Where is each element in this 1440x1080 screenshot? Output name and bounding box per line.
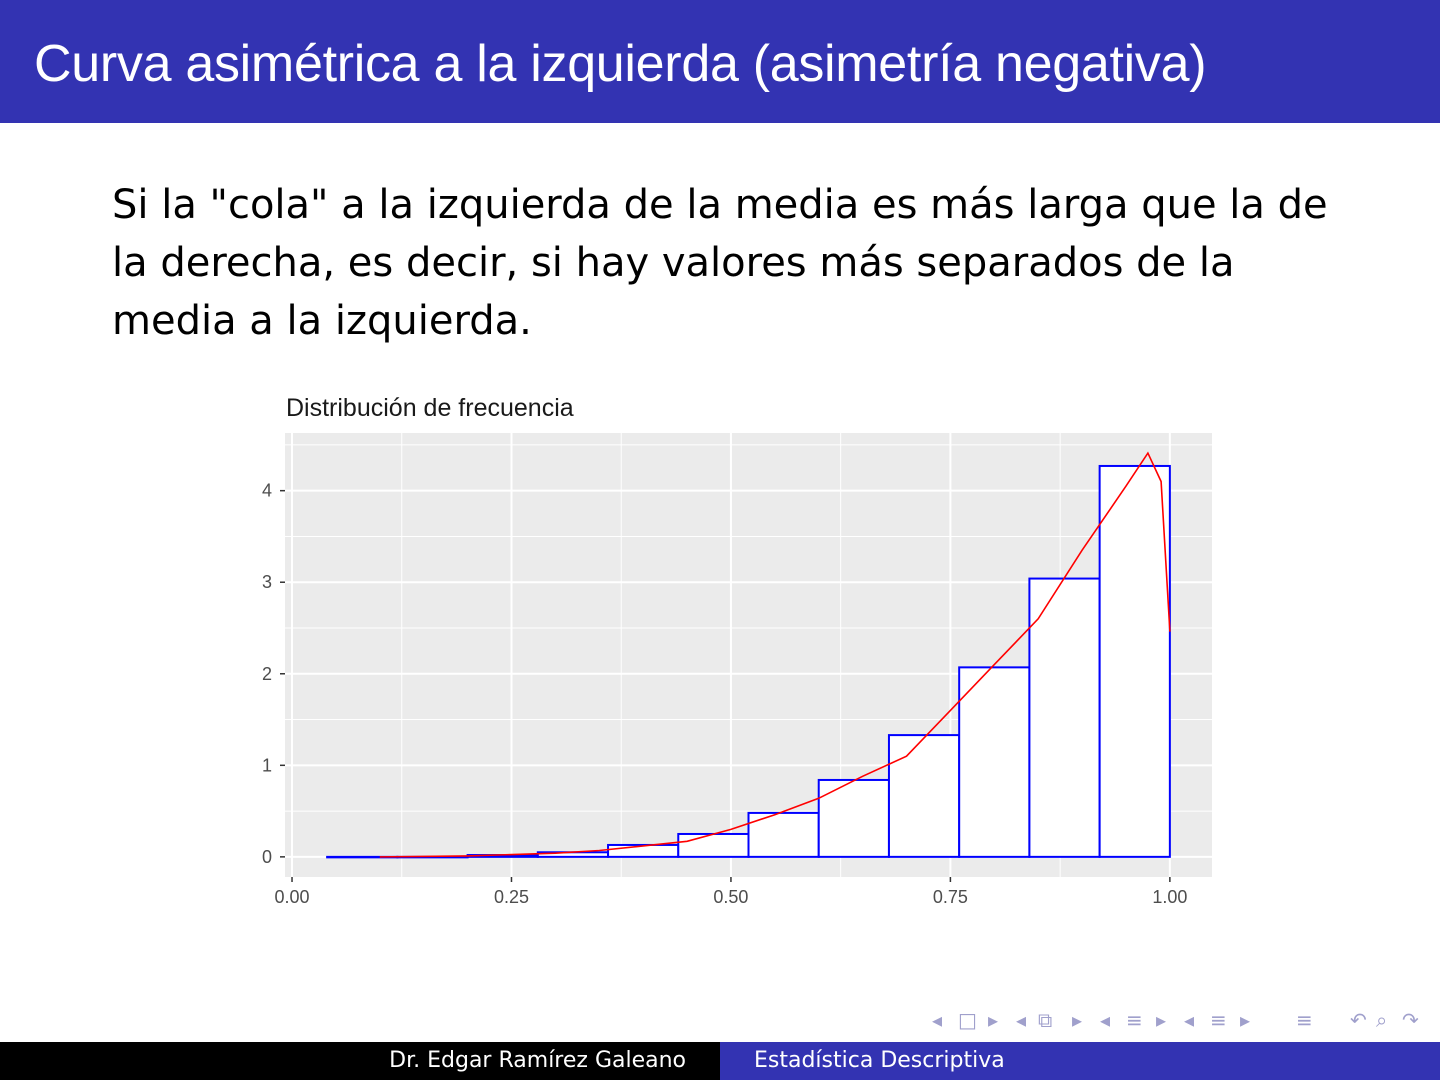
subsection-icon[interactable]: ⧉ [1038,1008,1053,1032]
arrow-right-icon[interactable]: ▸ [1072,1008,1083,1032]
y-tick-label: 1 [262,755,272,775]
x-tick-label: 0.75 [933,887,968,907]
section-icon[interactable]: ≡ [1126,1008,1143,1032]
slide-footer: Dr. Edgar Ramírez Galeano Estadística De… [0,1042,1440,1080]
histogram-bar [677,832,750,858]
histogram-bar [958,666,1031,858]
x-tick-label: 0.25 [494,887,529,907]
histogram-bar [887,734,961,858]
footer-author: Dr. Edgar Ramírez Galeano [389,1048,686,1073]
footer-course-box: Estadística Descriptiva [720,1042,1440,1080]
histogram-bar [1098,464,1171,858]
y-tick-label: 0 [262,847,272,867]
beamer-navigation: ◂ □ ▸ ◂ ⧉ ▸ ◂ ≡ ▸ ◂ ≡ ▸ ≡ ↶ ⌕ ↷ [930,1008,1430,1034]
slide-title: Curva asimétrica a la izquierda (asimetr… [34,35,1207,93]
slide-header: Curva asimétrica a la izquierda (asimetr… [0,0,1440,123]
arrow-left-icon[interactable]: ◂ [932,1008,943,1032]
histogram-bar [1028,577,1101,858]
arrow-right-icon[interactable]: ▸ [1156,1008,1167,1032]
search-icon[interactable]: ⌕ [1376,1008,1388,1032]
undo-icon[interactable]: ↶ [1350,1008,1367,1032]
arrow-left-icon[interactable]: ◂ [1184,1008,1195,1032]
density-curve [379,451,1171,858]
arrow-right-icon[interactable]: ▸ [988,1008,999,1032]
arrow-right-icon[interactable]: ▸ [1240,1008,1251,1032]
x-tick-label: 0.00 [274,887,309,907]
arrow-left-icon[interactable]: ◂ [1100,1008,1111,1032]
toc-icon[interactable]: ≡ [1296,1008,1313,1032]
arrow-left-icon[interactable]: ◂ [1016,1008,1027,1032]
redo-icon[interactable]: ↷ [1402,1008,1419,1032]
y-tick-label: 2 [262,664,272,684]
section-list-icon[interactable]: ≡ [1210,1008,1227,1032]
histogram-bar [607,843,680,858]
y-tick-label: 3 [262,572,272,592]
y-tick-label: 4 [262,481,272,501]
frame-icon[interactable]: □ [958,1008,977,1032]
footer-author-box: Dr. Edgar Ramírez Galeano [0,1042,720,1080]
chart-svg: Distribución de frecuencia 0.00 0.25 0.50 0… [262,394,1212,907]
footer-course: Estadística Descriptiva [754,1048,1005,1073]
histogram-bar [817,778,890,858]
x-tick-label: 1.00 [1152,887,1187,907]
chart-title: Distribución de frecuencia [286,394,574,422]
x-tick-label: 0.50 [713,887,748,907]
slide-body-text: Si la "cola" a la izquierda de la media … [112,182,1328,344]
histogram-chart: Distribución de frecuencia 0.00 0.25 0.50 0… [240,385,1220,929]
